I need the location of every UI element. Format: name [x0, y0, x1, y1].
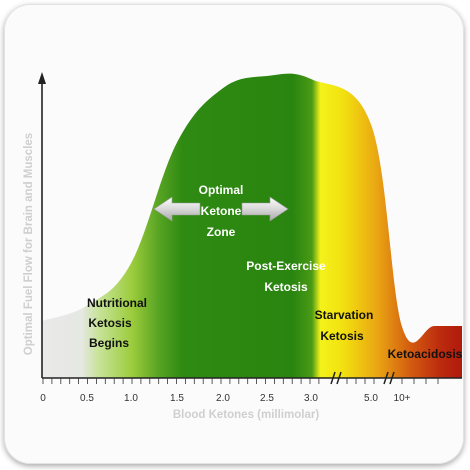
chart-frame: 0 0.5 1.0 1.5 2.0 2.5 3.0 5.0 10+ Blood … — [4, 4, 464, 464]
optimal-zone-arrow — [153, 196, 289, 222]
zone-label-postexercise-1: Post-Exercise — [246, 259, 326, 273]
zone-label-starvation-2: Ketosis — [320, 329, 364, 343]
tick-label-1.5: 1.5 — [170, 393, 184, 404]
tick-label-10: 10+ — [394, 393, 411, 404]
zone-label-postexercise-2: Ketosis — [264, 280, 308, 294]
zone-label-ketoacidosis: Ketoacidosis — [388, 347, 463, 361]
zone-label-nutritional-2: Ketosis — [88, 316, 132, 330]
zone-label-starvation-1: Starvation — [315, 308, 374, 322]
zone-label-optimal-2: Ketone — [201, 204, 242, 218]
zone-label-optimal-1: Optimal — [199, 183, 244, 197]
axis-break-5-10 — [383, 371, 395, 385]
ketone-chart: 0 0.5 1.0 1.5 2.0 2.5 3.0 5.0 10+ Blood … — [23, 72, 463, 421]
axis-break-3-5 — [330, 371, 342, 385]
zone-label-nutritional-3: Begins — [89, 336, 129, 350]
tick-label-3.0: 3.0 — [304, 393, 318, 404]
x-axis-title: Blood Ketones (millimolar) — [173, 409, 319, 421]
tick-label-0.5: 0.5 — [80, 393, 94, 404]
tick-label-2.5: 2.5 — [260, 393, 274, 404]
zone-label-nutritional-1: Nutritional — [87, 296, 147, 310]
fuel-flow-area — [39, 73, 462, 378]
tick-label-1.0: 1.0 — [124, 393, 138, 404]
tick-label-5.0: 5.0 — [364, 393, 378, 404]
tick-label-2.0: 2.0 — [216, 393, 230, 404]
tick-label-0: 0 — [40, 393, 46, 404]
y-axis-arrow — [38, 72, 46, 84]
x-ticks — [42, 378, 439, 384]
zone-label-optimal-3: Zone — [207, 225, 236, 239]
y-axis-title: Optimal Fuel Flow for Brain and Muscles — [23, 133, 35, 355]
